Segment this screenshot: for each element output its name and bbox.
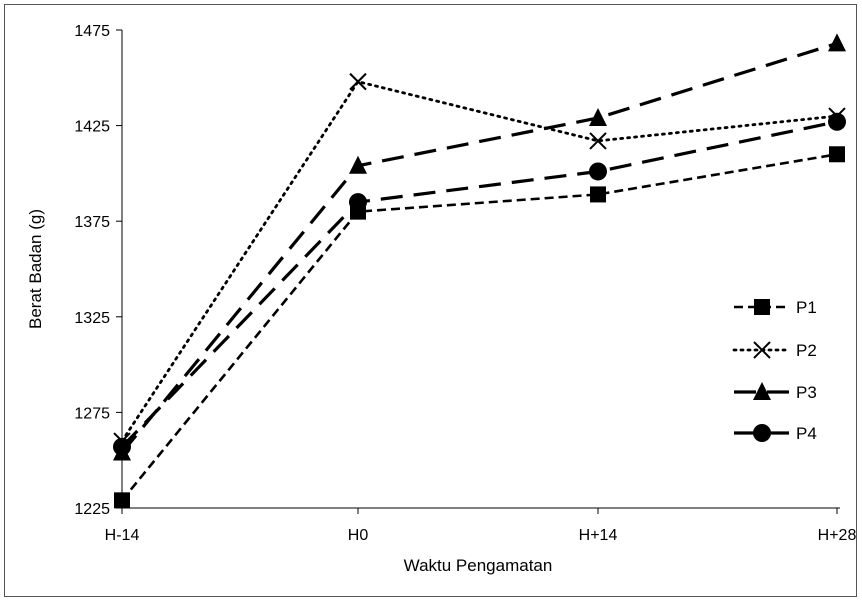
legend: P1 P2 P3 P4 (732, 298, 817, 443)
x-tick-label: H-14 (105, 527, 140, 544)
data-point-p4 (589, 162, 607, 181)
marker-x-stroke (349, 72, 367, 91)
data-point-p4 (349, 193, 367, 212)
axes (121, 30, 840, 509)
legend-label-p4: P4 (796, 424, 817, 443)
marker-x-stroke (589, 132, 607, 150)
legend-item-p4: P4 (734, 424, 817, 443)
y-tick-label: 1225 (74, 501, 110, 518)
legend-marker-p3 (753, 382, 771, 400)
data-point-p4 (828, 112, 846, 131)
data-point-p3 (589, 107, 607, 126)
legend-label-p2: P2 (796, 341, 817, 360)
legend-label-p3: P3 (796, 383, 817, 402)
y-tick-label: 1275 (74, 405, 110, 422)
series-line-p2 (120, 80, 839, 443)
data-point-p1 (590, 186, 606, 203)
legend-marker-p1 (754, 299, 770, 315)
data-point-p3 (828, 33, 846, 52)
x-axis-title: Waktu Pengamatan (404, 556, 553, 575)
y-axis-ticks: 1225 1275 1325 1375 1425 1475 (74, 23, 122, 518)
data-point-p3 (349, 155, 367, 174)
x-tick-label: H+14 (579, 527, 618, 544)
data-point-p2 (349, 72, 367, 91)
x-tick-label: H+28 (818, 527, 857, 544)
data-point-p4 (113, 437, 131, 456)
x-axis-ticks: H-14 H0 H+14 H+28 (105, 508, 857, 544)
legend-item-p2: P2 (732, 341, 817, 360)
legend-item-p1: P1 (734, 298, 817, 317)
data-point-p1 (114, 492, 130, 509)
data-point-p1 (829, 146, 845, 163)
series-p3 (113, 33, 846, 461)
legend-label-p1: P1 (796, 298, 817, 317)
marker-x-stroke (753, 341, 771, 359)
legend-marker-p4 (753, 424, 771, 442)
legend-item-p3: P3 (734, 382, 817, 402)
series-p1 (114, 146, 845, 509)
data-point-p2 (589, 132, 607, 150)
series-line-p4 (120, 120, 838, 448)
series-line-p1 (120, 152, 838, 502)
y-tick-label: 1375 (74, 214, 110, 231)
series-layer (113, 33, 846, 509)
y-axis-title: Berat Badan (g) (26, 209, 45, 329)
series-p4 (113, 112, 846, 456)
y-tick-label: 1325 (74, 310, 110, 327)
x-tick-label: H0 (348, 527, 369, 544)
y-tick-label: 1425 (74, 119, 110, 136)
y-tick-label: 1475 (74, 23, 110, 40)
series-line-p3 (120, 41, 838, 454)
chart-frame (4, 4, 857, 597)
legend-marker-p2 (753, 341, 771, 359)
